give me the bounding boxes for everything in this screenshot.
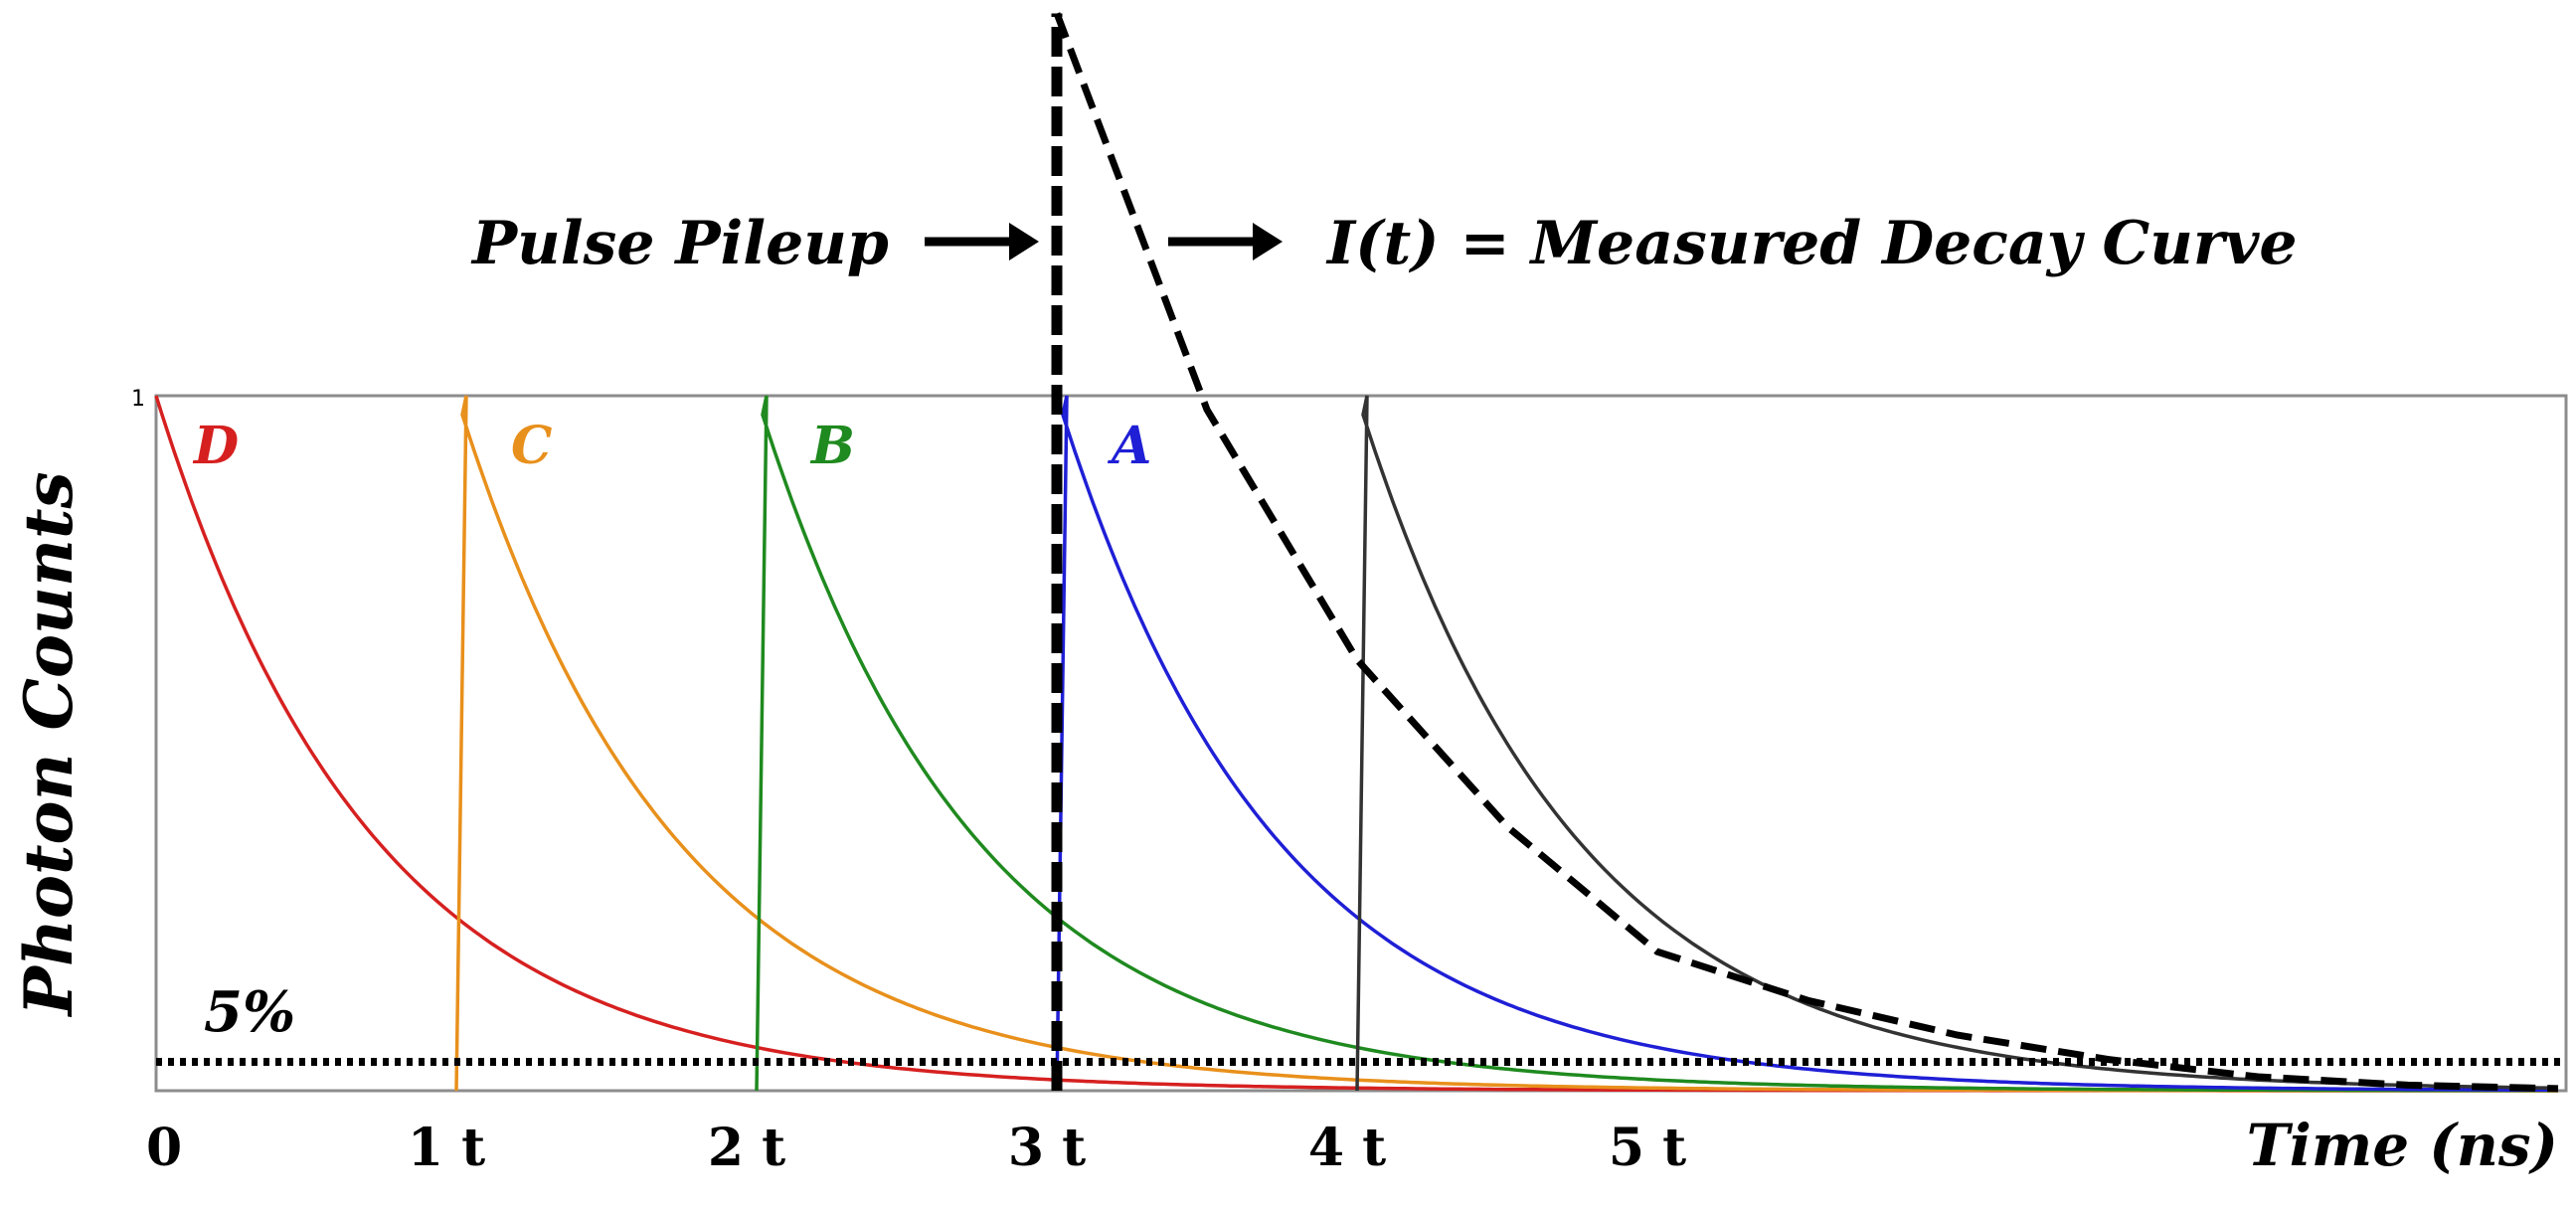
threshold-label: 5% xyxy=(204,979,295,1045)
decay-series-unlabeled xyxy=(1355,395,2559,1092)
pileup-label: Pulse Pileup xyxy=(470,209,889,278)
y-axis-label: Photon Counts xyxy=(10,471,87,1017)
x-tick-label: 4 t xyxy=(1308,1118,1386,1178)
x-tick-label: 3 t xyxy=(1008,1118,1086,1178)
series-label-c: C xyxy=(511,416,552,476)
pileup-arrow-left xyxy=(925,223,1039,260)
plot-frame xyxy=(154,394,2568,1093)
x-tick-label: 1 t xyxy=(408,1118,485,1178)
x-tick-label: 0 xyxy=(146,1118,182,1178)
measured-curve-label: I(t) = Measured Decay Curve xyxy=(1325,209,2298,278)
decay-series-a xyxy=(1055,395,2558,1093)
series-label-d: D xyxy=(192,416,239,476)
y-tick-label: 1 xyxy=(131,387,145,412)
x-axis-label: Time (ns) xyxy=(2247,1112,2558,1179)
measured-curve-arrow xyxy=(1168,223,1283,260)
measured-decay-curve xyxy=(1053,12,2559,1093)
x-tick-label: 5 t xyxy=(1609,1118,1686,1178)
x-tick-label: 2 t xyxy=(708,1118,785,1178)
series-label-a: A xyxy=(1107,416,1151,476)
decay-series-b xyxy=(755,395,2558,1093)
series-label-b: B xyxy=(809,416,855,476)
